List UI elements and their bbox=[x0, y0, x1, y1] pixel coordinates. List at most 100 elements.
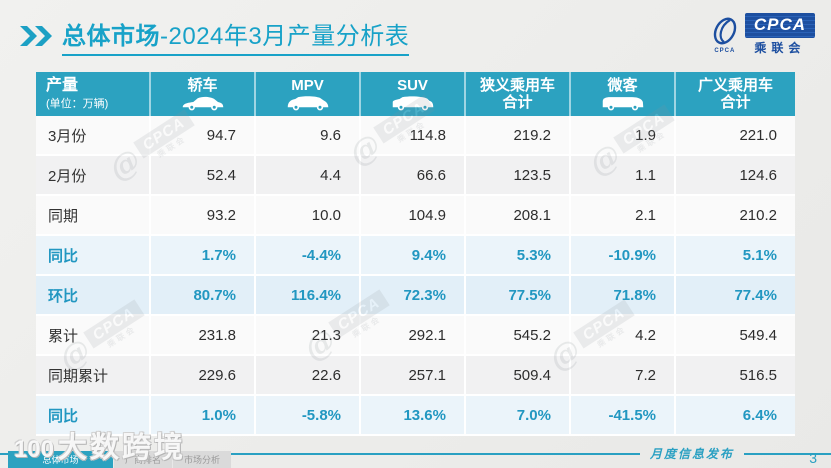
cpca-swirl-icon: CPCA bbox=[710, 16, 740, 54]
row-label: 累计 bbox=[36, 316, 151, 356]
cell: 7.0% bbox=[466, 396, 571, 436]
cell: -5.8% bbox=[256, 396, 361, 436]
table-row-same-period-cumulative: 同期累计 229.6 22.6 257.1 509.4 7.2 516.5 bbox=[36, 356, 795, 396]
double-chevron-icon bbox=[20, 26, 52, 46]
suv-icon bbox=[392, 96, 433, 111]
cpca-logo-text: CPCA bbox=[744, 13, 815, 38]
table-row-mom: 环比 80.7% 116.4% 72.3% 77.5% 71.8% 77.4% bbox=[36, 276, 795, 316]
cell: 104.9 bbox=[361, 196, 466, 236]
cell: 549.4 bbox=[676, 316, 795, 356]
footer-rule: 月度信息发布 bbox=[0, 445, 831, 462]
col-header-broad-pv-total: 广义乘用车 合计 bbox=[676, 72, 795, 116]
cpca-swirl-caption: CPCA bbox=[714, 47, 736, 54]
cpca-logo-main: CPCA 乘联会 bbox=[744, 13, 815, 56]
row-label: 3月份 bbox=[36, 116, 151, 156]
cell: -41.5% bbox=[571, 396, 676, 436]
cell: -4.4% bbox=[256, 236, 361, 276]
cell: 1.9 bbox=[571, 116, 676, 156]
cell: 292.1 bbox=[361, 316, 466, 356]
col-header-label: 广义乘用车 bbox=[697, 76, 773, 94]
footer-rule-left bbox=[0, 452, 640, 455]
tab-overall-market[interactable]: 总体市场 bbox=[8, 451, 113, 468]
cell: 13.6% bbox=[361, 396, 466, 436]
slide-header: 总体市场-2024年3月产量分析表 bbox=[18, 16, 410, 56]
cell: 229.6 bbox=[151, 356, 256, 396]
production-table: 产量 (单位：万辆) 轿车 MPV SUV bbox=[36, 72, 795, 436]
table-row-march: 3月份 94.7 9.6 114.8 219.2 1.9 221.0 bbox=[36, 116, 795, 156]
cell: 80.7% bbox=[151, 276, 256, 316]
table-row-same-period: 同期 93.2 10.0 104.9 208.1 2.1 210.2 bbox=[36, 196, 795, 236]
cell: 9.4% bbox=[361, 236, 466, 276]
tab-market-analysis[interactable]: 市场分析 bbox=[172, 451, 231, 468]
row-label: 同比 bbox=[36, 236, 151, 276]
cell: 1.0% bbox=[151, 396, 256, 436]
table-row-yoy: 同比 1.7% -4.4% 9.4% 5.3% -10.9% 5.1% bbox=[36, 236, 795, 276]
cell: 516.5 bbox=[676, 356, 795, 396]
row-label: 同期累计 bbox=[36, 356, 151, 396]
tab-manufacturer-ranking[interactable]: 厂商排名 bbox=[113, 451, 172, 468]
unit-label: (单位：万辆) bbox=[46, 97, 109, 110]
cell: 208.1 bbox=[466, 196, 571, 236]
cell: 231.8 bbox=[151, 316, 256, 356]
mpv-icon bbox=[287, 96, 328, 111]
col-header-label: 产量 bbox=[46, 77, 79, 95]
table-row-cumulative: 累计 231.8 21.3 292.1 545.2 4.2 549.4 bbox=[36, 316, 795, 356]
cell: 545.2 bbox=[466, 316, 571, 356]
cell: 1.7% bbox=[151, 236, 256, 276]
col-header-microvan: 微客 bbox=[571, 72, 676, 116]
sedan-icon bbox=[182, 97, 223, 111]
cell: 66.6 bbox=[361, 156, 466, 196]
cell: 77.4% bbox=[676, 276, 795, 316]
row-label: 同比 bbox=[36, 396, 151, 436]
page-number: 3 bbox=[809, 450, 817, 466]
cell: 52.4 bbox=[151, 156, 256, 196]
cell: 219.2 bbox=[466, 116, 571, 156]
cell: 10.0 bbox=[256, 196, 361, 236]
cell: 2.1 bbox=[571, 196, 676, 236]
col-header-label: SUV bbox=[397, 76, 428, 94]
cpca-logo-subtext: 乘联会 bbox=[754, 41, 806, 55]
cell: 93.2 bbox=[151, 196, 256, 236]
table-row-february: 2月份 52.4 4.4 66.6 123.5 1.1 124.6 bbox=[36, 156, 795, 196]
cell: 221.0 bbox=[676, 116, 795, 156]
row-label: 2月份 bbox=[36, 156, 151, 196]
cell: 71.8% bbox=[571, 276, 676, 316]
cell: 4.4 bbox=[256, 156, 361, 196]
page-title-bold: 总体市场 bbox=[62, 23, 160, 50]
col-header-suv: SUV bbox=[361, 72, 466, 116]
cell: 6.4% bbox=[676, 396, 795, 436]
col-header-sublabel: 合计 bbox=[720, 94, 751, 111]
table-row-cumulative-yoy: 同比 1.0% -5.8% 13.6% 7.0% -41.5% 6.4% bbox=[36, 396, 795, 436]
page-title-rest: -2024年3月产量分析表 bbox=[160, 23, 410, 50]
col-header-sublabel: 合计 bbox=[502, 94, 533, 111]
col-header-mpv: MPV bbox=[256, 72, 361, 116]
cell: 72.3% bbox=[361, 276, 466, 316]
cell: 22.6 bbox=[256, 356, 361, 396]
cell: 116.4% bbox=[256, 276, 361, 316]
cell: 1.1 bbox=[571, 156, 676, 196]
cell: 114.8 bbox=[361, 116, 466, 156]
cell: 21.3 bbox=[256, 316, 361, 356]
col-header-narrow-pv-total: 狭义乘用车 合计 bbox=[466, 72, 571, 116]
col-header-label: 轿车 bbox=[187, 76, 218, 94]
cell: 123.5 bbox=[466, 156, 571, 196]
row-label: 环比 bbox=[36, 276, 151, 316]
cell: 9.6 bbox=[256, 116, 361, 156]
row-label: 同期 bbox=[36, 196, 151, 236]
cpca-logo: CPCA CPCA 乘联会 bbox=[710, 13, 815, 56]
cell: 257.1 bbox=[361, 356, 466, 396]
col-header-label: MPV bbox=[291, 76, 324, 94]
cell: 210.2 bbox=[676, 196, 795, 236]
van-icon bbox=[602, 97, 643, 111]
footer-tabs: 总体市场 厂商排名 市场分析 bbox=[8, 451, 231, 468]
release-label: 月度信息发布 bbox=[650, 447, 735, 461]
footer-rule-right bbox=[744, 452, 831, 455]
page-title: 总体市场-2024年3月产量分析表 bbox=[62, 16, 410, 56]
cell: 124.6 bbox=[676, 156, 795, 196]
col-header-label: 狭义乘用车 bbox=[479, 76, 555, 94]
cell: -10.9% bbox=[571, 236, 676, 276]
cell: 7.2 bbox=[571, 356, 676, 396]
col-header-production: 产量 (单位：万辆) bbox=[36, 72, 151, 116]
cell: 5.3% bbox=[466, 236, 571, 276]
